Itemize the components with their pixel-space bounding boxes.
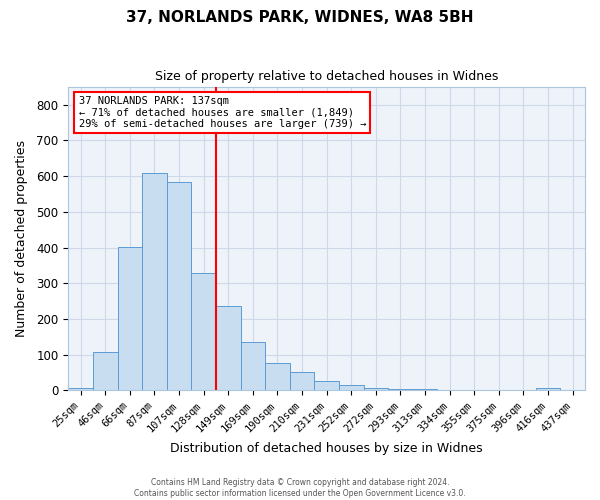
Y-axis label: Number of detached properties: Number of detached properties bbox=[15, 140, 28, 337]
Bar bbox=[118, 246, 142, 390]
Bar bbox=[93, 352, 118, 391]
Title: Size of property relative to detached houses in Widnes: Size of property relative to detached ho… bbox=[155, 70, 499, 83]
Bar bbox=[314, 382, 339, 390]
X-axis label: Distribution of detached houses by size in Widnes: Distribution of detached houses by size … bbox=[170, 442, 483, 455]
Bar bbox=[339, 385, 364, 390]
Text: 37, NORLANDS PARK, WIDNES, WA8 5BH: 37, NORLANDS PARK, WIDNES, WA8 5BH bbox=[126, 10, 474, 25]
Bar bbox=[216, 306, 241, 390]
Bar bbox=[290, 372, 314, 390]
Bar bbox=[167, 182, 191, 390]
Bar bbox=[241, 342, 265, 390]
Bar bbox=[142, 172, 167, 390]
Bar bbox=[68, 388, 93, 390]
Text: Contains HM Land Registry data © Crown copyright and database right 2024.
Contai: Contains HM Land Registry data © Crown c… bbox=[134, 478, 466, 498]
Bar bbox=[536, 388, 560, 390]
Bar bbox=[191, 272, 216, 390]
Bar bbox=[364, 388, 388, 390]
Bar bbox=[265, 362, 290, 390]
Bar bbox=[388, 388, 413, 390]
Text: 37 NORLANDS PARK: 137sqm
← 71% of detached houses are smaller (1,849)
29% of sem: 37 NORLANDS PARK: 137sqm ← 71% of detach… bbox=[79, 96, 366, 129]
